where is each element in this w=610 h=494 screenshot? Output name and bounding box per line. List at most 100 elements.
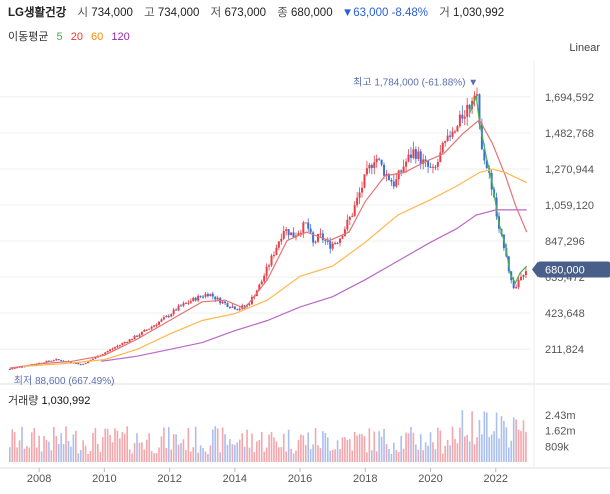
volume-bar: [503, 421, 505, 462]
candle-body: [238, 308, 241, 310]
candle-body: [128, 339, 131, 342]
volume-bar: [346, 439, 349, 462]
last-price-label: 680,000: [545, 264, 585, 276]
volume-bar: [224, 434, 226, 462]
candle-body: [216, 297, 219, 300]
price-tick-label: 1,482,768: [545, 128, 594, 140]
volume-bar: [148, 433, 151, 462]
moving-average-5-line: [469, 95, 528, 285]
high-label: 고: [144, 7, 155, 19]
candle-body: [135, 335, 138, 337]
candle-body: [233, 306, 236, 310]
volume-bar: [456, 443, 459, 462]
volume-bar: [50, 450, 53, 462]
volume-bar: [40, 451, 43, 462]
ma-5-label: 5: [56, 31, 63, 43]
volume-bar: [329, 450, 332, 462]
volume-bar: [13, 432, 16, 462]
candle-body: [192, 297, 195, 302]
volume-bar: [292, 453, 295, 462]
price-tick-label: 847,296: [545, 236, 585, 248]
candle-body: [431, 166, 434, 168]
volume-bar: [444, 445, 446, 462]
volume-bar: [356, 435, 358, 462]
volume-bar: [483, 411, 486, 462]
volume-bar: [405, 432, 407, 462]
volume-bar: [490, 434, 493, 462]
candle-body: [89, 359, 92, 361]
candle-body: [456, 126, 459, 132]
candle-body: [358, 192, 361, 198]
moving-average-20-line: [9, 118, 528, 369]
candle-body: [226, 303, 229, 307]
candle-body: [21, 366, 24, 368]
volume-bar: [270, 431, 273, 462]
volume-bar: [248, 447, 251, 462]
volume-bar: [309, 449, 312, 462]
volume-bar: [263, 451, 265, 462]
volume-bar: [427, 445, 429, 462]
time-tick-label: 2010: [92, 473, 116, 485]
volume-bar: [358, 433, 361, 462]
volume-bar: [473, 444, 476, 462]
candle-body: [84, 363, 87, 365]
volume-bar: [214, 426, 217, 462]
time-tick-label: 2008: [27, 473, 51, 485]
candle-body: [11, 368, 14, 370]
candle-body: [512, 280, 515, 289]
volume-bar: [101, 437, 104, 462]
candle-body: [204, 294, 207, 297]
price-tick-label: 211,824: [545, 344, 584, 356]
change-percent: -8.48%: [391, 7, 429, 19]
time-tick-label: 2018: [353, 473, 377, 485]
volume-bar: [234, 444, 236, 462]
volume-bar: [488, 437, 491, 462]
volume-bar: [485, 412, 488, 462]
volume-bar: [349, 439, 351, 462]
volume-bar: [116, 430, 119, 462]
volume-bar: [424, 442, 427, 462]
volume-bar: [454, 438, 456, 462]
volume-bar: [344, 437, 346, 462]
candle-body: [453, 131, 456, 133]
candle-body: [224, 301, 227, 304]
stock-header: LG생활건강 시 734,000 고 734,000 저 673,000 종 6…: [8, 4, 510, 20]
volume-bar: [123, 433, 126, 462]
volume-bar: [229, 439, 231, 462]
candle-body: [87, 360, 90, 364]
volume-bar: [67, 440, 70, 462]
volume-bar: [441, 453, 444, 462]
candle-body: [429, 166, 432, 168]
candle-body: [221, 301, 224, 304]
volume-bar: [72, 434, 75, 462]
low-label: 저: [210, 7, 222, 19]
candle-body: [466, 104, 469, 117]
volume-bar: [26, 446, 28, 462]
time-tick-label: 2020: [418, 473, 442, 485]
moving-average-legend[interactable]: 이동평균 5 20 60 120: [8, 28, 135, 44]
candle-body: [189, 301, 192, 303]
volume-bar: [260, 431, 263, 462]
ma-120-label: 120: [111, 31, 130, 43]
volume-bar: [23, 448, 26, 462]
open-value: 734,000: [91, 7, 133, 19]
candle-body: [422, 159, 425, 165]
candle-body: [451, 131, 454, 137]
scale-toggle-button[interactable]: Linear: [569, 42, 600, 54]
ma-20-label: 20: [70, 31, 83, 43]
volume-bar: [62, 443, 65, 462]
candle-body: [446, 135, 449, 141]
volume-bar: [55, 436, 58, 462]
candle-body: [116, 345, 119, 348]
candle-body: [353, 205, 356, 216]
volume-bar: [182, 439, 185, 462]
volume-bar: [275, 441, 278, 462]
candle-body: [400, 170, 403, 172]
volume-bar: [155, 453, 158, 462]
candle-body: [321, 233, 324, 241]
volume-bar: [236, 442, 239, 462]
volume-bar: [393, 442, 395, 462]
candle-body: [275, 247, 278, 255]
volume-bar: [99, 452, 102, 462]
